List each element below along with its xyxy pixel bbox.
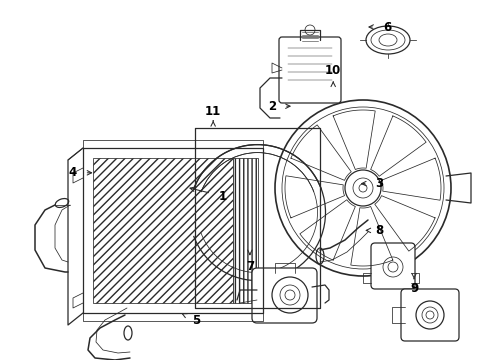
Text: 2: 2 <box>268 100 276 113</box>
FancyBboxPatch shape <box>279 37 341 103</box>
Text: 1: 1 <box>219 190 227 203</box>
Text: 7: 7 <box>246 260 254 273</box>
Text: 8: 8 <box>376 224 384 237</box>
Text: 11: 11 <box>205 105 221 118</box>
Bar <box>93 158 233 303</box>
Text: 10: 10 <box>325 64 342 77</box>
Bar <box>233 158 258 303</box>
FancyBboxPatch shape <box>252 268 317 323</box>
Text: 3: 3 <box>376 177 384 190</box>
Text: 6: 6 <box>383 21 391 33</box>
FancyBboxPatch shape <box>401 289 459 341</box>
Text: 5: 5 <box>192 314 200 327</box>
FancyBboxPatch shape <box>371 243 415 289</box>
Text: 9: 9 <box>410 282 418 294</box>
Text: 4: 4 <box>69 166 76 179</box>
